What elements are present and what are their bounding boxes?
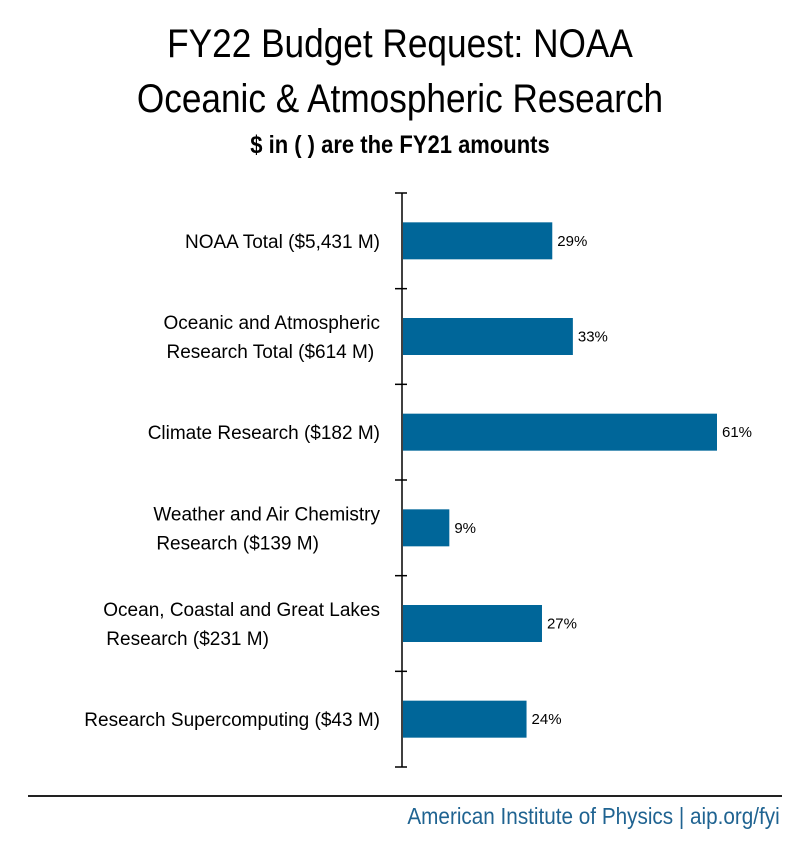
bar	[403, 318, 573, 355]
chart-title: FY22 Budget Request: NOAA	[167, 22, 633, 66]
category-label: Climate Research ($182 M)	[148, 423, 380, 444]
bar	[403, 605, 542, 642]
bar	[403, 509, 450, 547]
category-label: Research Supercomputing ($43 M)	[84, 710, 380, 731]
data-label: 29%	[557, 233, 587, 250]
data-label: 27%	[547, 616, 577, 633]
category-label: Weather and Air Chemistry	[153, 504, 380, 525]
bar	[403, 413, 717, 451]
category-label: Research ($139 M)	[156, 533, 319, 554]
data-label: 33%	[578, 329, 608, 346]
chart-subtitle: $ in ( ) are the FY21 amounts	[250, 131, 550, 159]
category-label: Ocean, Coastal and Great Lakes	[103, 600, 380, 621]
category-label: Research Total ($614 M)	[166, 342, 374, 363]
bar	[403, 700, 527, 738]
data-label: 9%	[454, 520, 476, 537]
bar	[403, 222, 553, 260]
category-label: Oceanic and Atmospheric	[163, 313, 380, 334]
footer-credit: American Institute of Physics | aip.org/…	[407, 803, 780, 829]
footer-divider	[28, 795, 782, 797]
data-label: 61%	[722, 424, 752, 441]
data-label: 24%	[532, 711, 562, 728]
category-label: Research ($231 M)	[106, 629, 269, 650]
category-label: NOAA Total ($5,431 M)	[185, 232, 380, 253]
chart-title-line2: Oceanic & Atmospheric Research	[136, 77, 664, 121]
